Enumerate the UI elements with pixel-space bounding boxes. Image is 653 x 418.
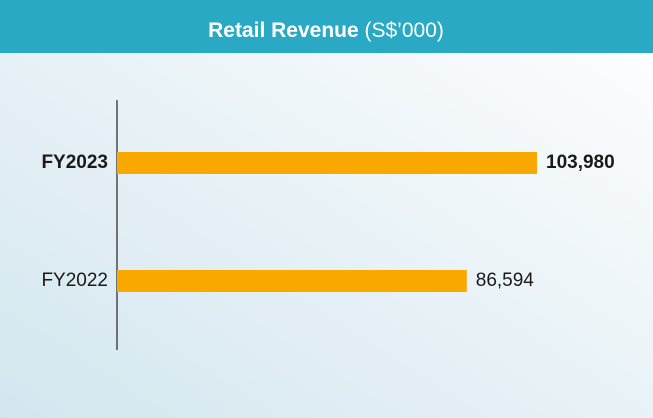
value-label: 86,594 <box>476 270 535 291</box>
category-label: FY2022 <box>41 270 108 291</box>
value-label: 103,980 <box>546 152 615 173</box>
bar <box>117 270 467 292</box>
header-band <box>0 0 653 53</box>
category-label: FY2023 <box>41 152 108 173</box>
chart-unit: (S$’000) <box>365 19 444 42</box>
bar <box>117 152 537 174</box>
chart-title: Retail Revenue <box>208 19 359 42</box>
chart-title-group: Retail Revenue (S$’000) <box>208 19 444 42</box>
